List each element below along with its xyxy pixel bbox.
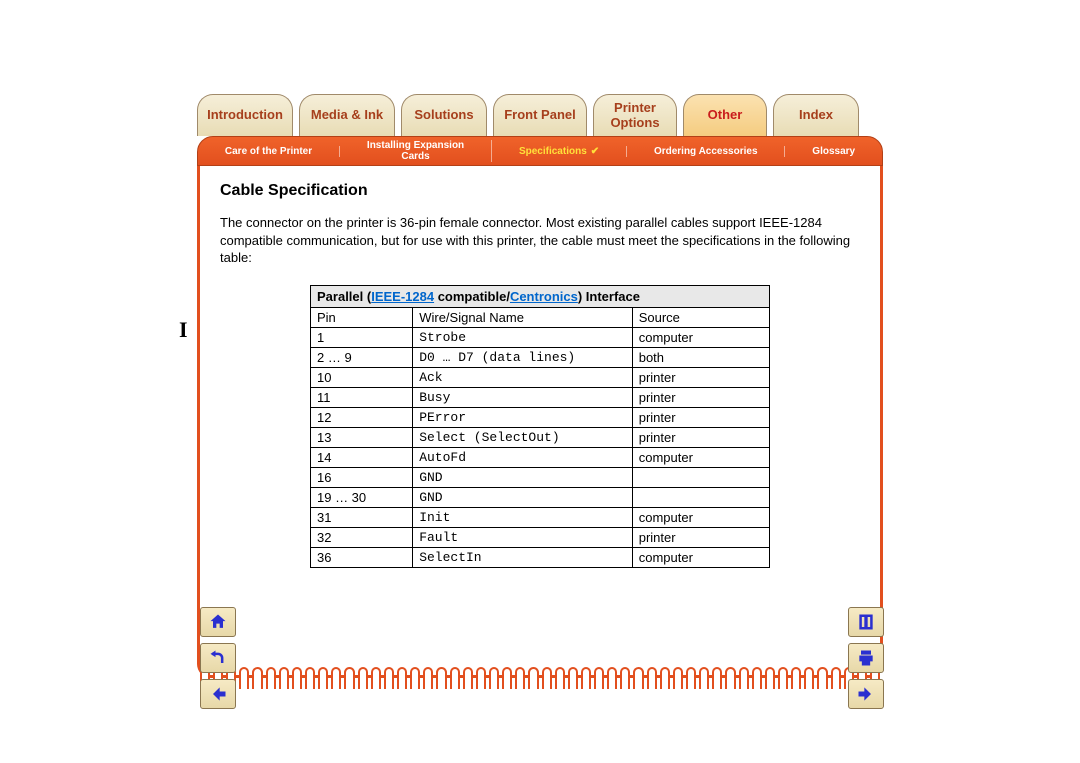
nav-back-button[interactable] (200, 643, 236, 673)
table-row: 31Initcomputer (311, 507, 770, 527)
tab-solutions[interactable]: Solutions (401, 94, 487, 136)
nav-column-left (200, 607, 236, 709)
cell-pin: 16 (311, 467, 413, 487)
subtab-care-of-the-printer[interactable]: Care of the Printer (198, 146, 340, 157)
cell-pin: 14 (311, 447, 413, 467)
table-row: 14AutoFdcomputer (311, 447, 770, 467)
table-row: 2 … 9D0 … D7 (data lines)both (311, 347, 770, 367)
cell-pin: 31 (311, 507, 413, 527)
cell-pin: 10 (311, 367, 413, 387)
cell-signal: D0 … D7 (data lines) (413, 347, 633, 367)
table-row: 12PErrorprinter (311, 407, 770, 427)
stage: IntroductionMedia & InkSolutionsFront Pa… (0, 0, 1080, 763)
cell-pin: 12 (311, 407, 413, 427)
back-icon (207, 648, 229, 668)
cell-signal: PError (413, 407, 633, 427)
table-row: 13Select (SelectOut)printer (311, 427, 770, 447)
nav-exit-button[interactable] (848, 607, 884, 637)
cell-signal: Busy (413, 387, 633, 407)
table-row: 11Busyprinter (311, 387, 770, 407)
tab-index[interactable]: Index (773, 94, 859, 136)
table-wrapper: Parallel (IEEE-1284 compatible/Centronic… (220, 285, 860, 568)
tab-other[interactable]: Other (683, 94, 767, 136)
cell-signal: Strobe (413, 327, 633, 347)
subtab-installing-expansion-cards[interactable]: Installing ExpansionCards (340, 140, 492, 162)
cell-pin: 32 (311, 527, 413, 547)
cell-pin: 36 (311, 547, 413, 567)
tab-introduction[interactable]: Introduction (197, 94, 293, 136)
sub-tab-bar: Care of the PrinterInstalling ExpansionC… (197, 136, 883, 166)
subtab-glossary[interactable]: Glossary (785, 146, 882, 157)
tab-printer-options[interactable]: PrinterOptions (593, 94, 677, 136)
home-icon (207, 612, 229, 632)
cell-pin: 1 (311, 327, 413, 347)
link-ieee-1284[interactable]: IEEE-1284 (371, 289, 434, 304)
page-heading: Cable Specification (220, 182, 860, 200)
subtab-specifications[interactable]: Specifications✔ (492, 146, 627, 157)
content-area: Cable Specification The connector on the… (200, 166, 880, 568)
prev-icon (207, 684, 229, 704)
table-row: 19 … 30GND (311, 487, 770, 507)
cell-source: computer (632, 547, 769, 567)
cell-source: computer (632, 447, 769, 467)
cell-pin: 19 … 30 (311, 487, 413, 507)
spec-table: Parallel (IEEE-1284 compatible/Centronic… (310, 285, 770, 568)
cell-signal: GND (413, 487, 633, 507)
table-row: 36SelectIncomputer (311, 547, 770, 567)
cell-signal: SelectIn (413, 547, 633, 567)
cell-signal: Init (413, 507, 633, 527)
cell-pin: 11 (311, 387, 413, 407)
cell-pin: 13 (311, 427, 413, 447)
subtab-label-line: Installing Expansion (346, 140, 485, 151)
cell-signal: Select (SelectOut) (413, 427, 633, 447)
table-row: 1Strobecomputer (311, 327, 770, 347)
page-body-text: The connector on the printer is 36-pin f… (220, 214, 860, 267)
table-row: 32Faultprinter (311, 527, 770, 547)
exit-icon (855, 612, 877, 632)
tab-media-ink[interactable]: Media & Ink (299, 94, 395, 136)
cell-source: printer (632, 407, 769, 427)
nav-prev-button[interactable] (200, 679, 236, 709)
nav-column-right (848, 607, 884, 709)
check-icon: ✔ (591, 146, 599, 157)
cell-source: printer (632, 527, 769, 547)
link-centronics[interactable]: Centronics (510, 289, 578, 304)
subtab-ordering-accessories[interactable]: Ordering Accessories (627, 146, 785, 157)
cell-source: printer (632, 387, 769, 407)
nav-home-button[interactable] (200, 607, 236, 637)
cell-signal: Fault (413, 527, 633, 547)
tab-front-panel[interactable]: Front Panel (493, 94, 587, 136)
main-tabs: IntroductionMedia & InkSolutionsFront Pa… (197, 94, 859, 136)
table-title: Parallel (IEEE-1284 compatible/Centronic… (311, 285, 770, 307)
print-icon (855, 648, 877, 668)
cell-source: printer (632, 367, 769, 387)
nav-print-button[interactable] (848, 643, 884, 673)
cell-signal: GND (413, 467, 633, 487)
cell-signal: Ack (413, 367, 633, 387)
table-col-header: Source (632, 307, 769, 327)
next-icon (855, 684, 877, 704)
cell-source (632, 467, 769, 487)
page-edge-mark: I (179, 317, 188, 343)
cell-pin: 2 … 9 (311, 347, 413, 367)
content-card: Cable Specification The connector on the… (197, 166, 883, 678)
table-row: 16GND (311, 467, 770, 487)
subtab-label-line: Cards (346, 151, 485, 162)
nav-next-button[interactable] (848, 679, 884, 709)
cell-source: printer (632, 427, 769, 447)
cell-source: both (632, 347, 769, 367)
cell-source (632, 487, 769, 507)
spiral-binding (200, 665, 880, 689)
table-col-header: Pin (311, 307, 413, 327)
tab-label-line: Printer (614, 101, 656, 115)
table-col-header: Wire/Signal Name (413, 307, 633, 327)
cell-signal: AutoFd (413, 447, 633, 467)
cell-source: computer (632, 327, 769, 347)
cell-source: computer (632, 507, 769, 527)
table-row: 10Ackprinter (311, 367, 770, 387)
tab-label-line: Options (610, 116, 659, 130)
